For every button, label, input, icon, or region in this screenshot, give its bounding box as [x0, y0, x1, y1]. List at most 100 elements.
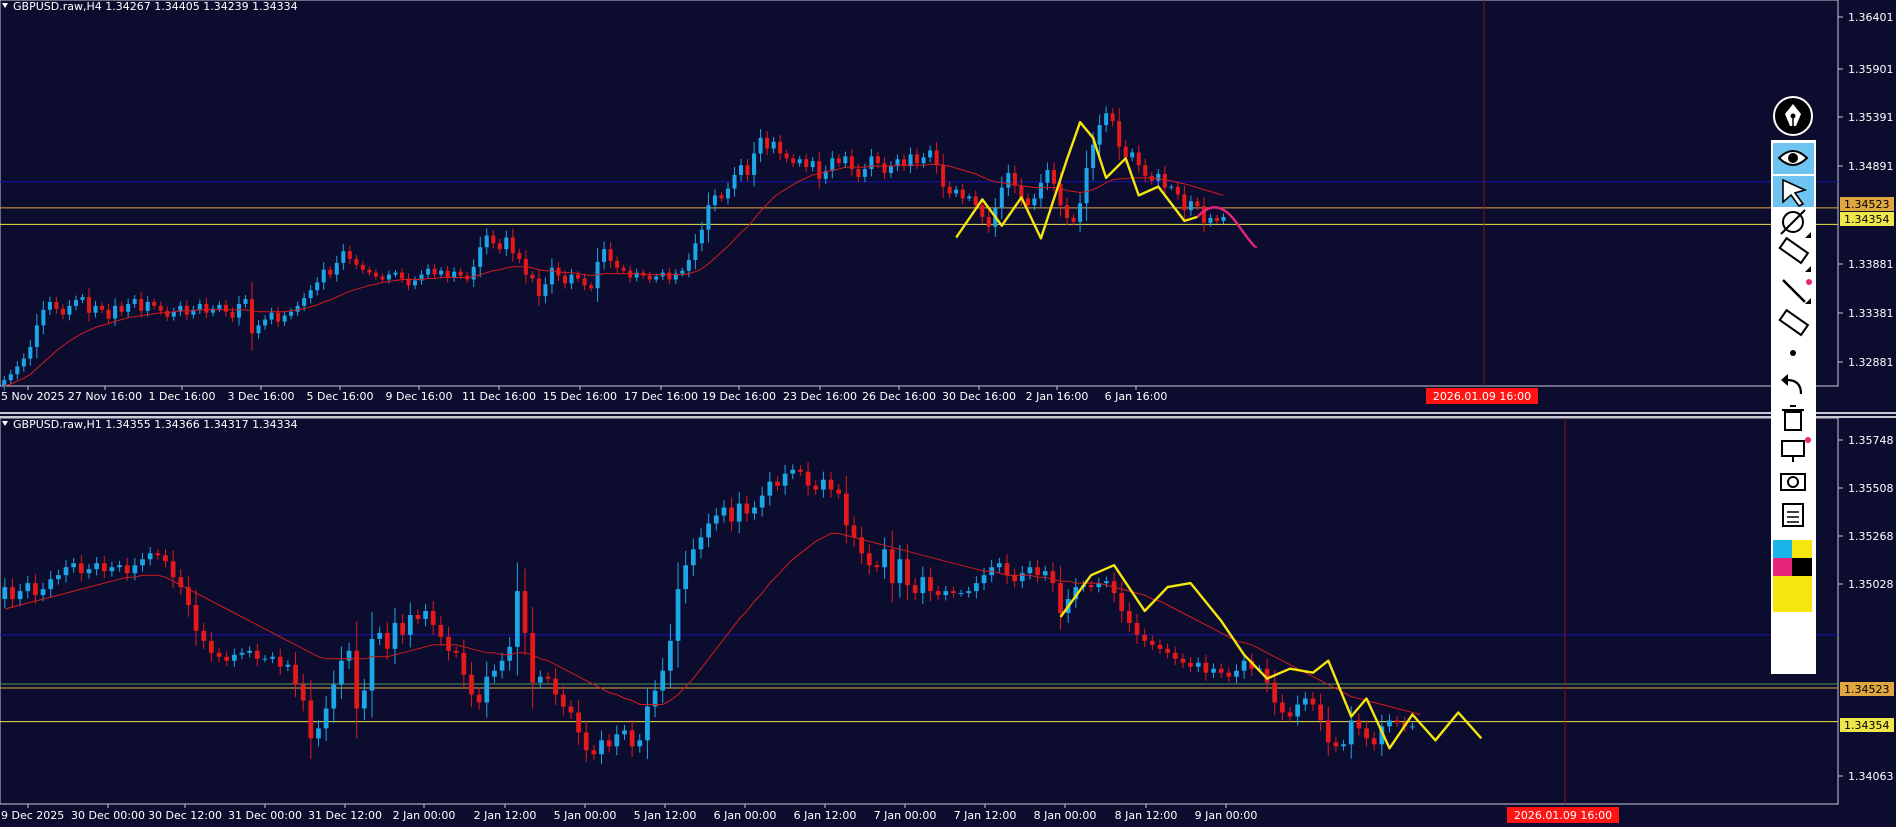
candle [821, 472, 826, 498]
candle [767, 472, 772, 506]
candle [22, 353, 26, 371]
candle [469, 662, 474, 707]
candle [837, 154, 841, 167]
candle [667, 268, 671, 285]
x-tick-label: 1 Dec 16:00 [149, 390, 216, 403]
dot-icon[interactable] [1790, 350, 1796, 356]
candle [146, 296, 150, 316]
y-tick-label: 1.33381 [1848, 307, 1894, 320]
candle [250, 282, 254, 351]
candle [477, 687, 482, 709]
h4-collapse-arrow-icon[interactable] [2, 3, 8, 8]
candle [553, 668, 558, 705]
candle [680, 268, 684, 277]
candle [1135, 614, 1140, 644]
candle [400, 614, 405, 644]
candle [1295, 696, 1300, 726]
candle [599, 730, 604, 764]
h1-chart-svg[interactable]: 1.35748 1.35508 1.35268 1.35028 1.34063 1.34… [0, 418, 1896, 827]
candle [719, 192, 723, 201]
x-tick-label: 6 Jan 16:00 [1105, 390, 1168, 403]
candle [987, 211, 991, 233]
h1-chart-pane[interactable]: 1.35748 1.35508 1.35268 1.35028 1.34063 1.34… [0, 418, 1896, 827]
h4-chart-pane[interactable]: 1.36401 1.35901 1.35391 1.34891 1.33881 1.333… [0, 0, 1896, 412]
candle [1176, 181, 1180, 199]
candle [791, 154, 795, 167]
candle [255, 644, 260, 666]
candle [1078, 193, 1082, 232]
candle [370, 612, 375, 717]
candle [700, 222, 704, 252]
candle [745, 495, 750, 521]
candle [635, 269, 639, 282]
candle [913, 578, 918, 600]
candle [322, 262, 326, 290]
candle [178, 301, 182, 316]
candle [484, 661, 489, 717]
candle [902, 154, 906, 171]
candle [243, 295, 247, 308]
color-palette-icon[interactable] [1773, 540, 1812, 612]
x-tick-label: 9 Dec 16:00 [386, 390, 453, 403]
candle [1288, 707, 1293, 722]
cursor-arrow-icon[interactable] [1773, 176, 1814, 207]
candle [446, 266, 450, 283]
h1-header: GBPUSD.raw,H1 1.34355 1.34366 1.34317 1.… [2, 418, 298, 431]
candle [699, 528, 704, 558]
h4-chart-svg[interactable]: 1.36401 1.35901 1.35391 1.34891 1.33881 1.333… [0, 0, 1896, 412]
projection-curve[interactable] [1197, 207, 1256, 246]
candle [1065, 198, 1069, 226]
x-tick-label: 2 Jan 00:00 [393, 809, 456, 822]
candle [1189, 196, 1193, 216]
candle [1020, 566, 1025, 588]
y-tick-label: 1.35901 [1848, 63, 1894, 76]
zigzag-drawing[interactable] [1061, 565, 1482, 748]
x-tick-label: 5 Jan 12:00 [634, 809, 697, 822]
candle [263, 315, 267, 330]
candle [507, 637, 512, 671]
svg-text:1.34523: 1.34523 [1844, 683, 1890, 696]
candle [163, 549, 168, 568]
candle [1104, 106, 1108, 132]
candle [674, 269, 678, 284]
pen-icon[interactable] [1774, 97, 1812, 135]
candle [380, 273, 384, 282]
candle [110, 562, 115, 577]
candle [775, 476, 780, 491]
candle [935, 142, 939, 173]
eye-icon[interactable] [1773, 143, 1814, 174]
y-tick-label: 1.35748 [1848, 434, 1894, 447]
zigzag-drawing[interactable] [956, 122, 1197, 238]
candle [772, 137, 776, 154]
candle [609, 242, 613, 268]
x-tick-label: 6 Jan 12:00 [794, 809, 857, 822]
price-tag: 1.34523 [1840, 197, 1894, 211]
candle [615, 256, 619, 273]
candle [614, 725, 619, 755]
candle [191, 306, 195, 319]
candle [1395, 716, 1400, 727]
h1-collapse-arrow-icon[interactable] [2, 421, 8, 426]
candle [1051, 562, 1056, 592]
x-tick-label: 6 Jan 00:00 [714, 809, 777, 822]
candle [1196, 657, 1201, 672]
candle [895, 154, 899, 171]
candle [67, 300, 71, 320]
candle [102, 556, 107, 578]
candle [211, 305, 215, 316]
x-tick-label: 8 Jan 12:00 [1115, 809, 1178, 822]
candle [882, 157, 886, 179]
candle [165, 306, 169, 321]
candle [813, 480, 818, 495]
candle [785, 149, 789, 162]
y-tick-label: 1.36401 [1848, 11, 1894, 24]
x-tick-label: 5 Jan 00:00 [554, 809, 617, 822]
h1-plot-frame [0, 418, 1838, 804]
candle [48, 297, 52, 315]
candle [148, 547, 153, 566]
candle [576, 700, 581, 745]
candle [270, 652, 275, 663]
candle [328, 266, 332, 279]
candle [1142, 629, 1147, 648]
candle [798, 465, 803, 476]
